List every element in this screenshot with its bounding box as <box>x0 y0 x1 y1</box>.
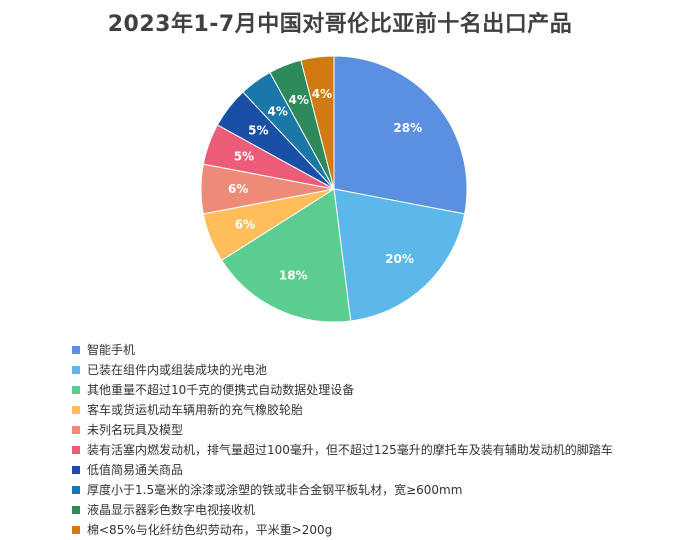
legend-item-8: 厚度小于1.5毫米的涂漆或涂塑的铁或非合金钢平板轧材，宽≥600mm <box>72 480 613 500</box>
legend-item-10: 棉<85%与化纤纺色织劳动布，平米重>200g <box>72 520 613 540</box>
legend-item-3: 其他重量不超过10千克的便携式自动数据处理设备 <box>72 380 613 400</box>
slice-label-7: 5% <box>248 123 268 137</box>
slice-label-6: 5% <box>234 150 254 164</box>
legend-swatch <box>72 506 80 514</box>
pie-slice-1 <box>333 55 468 215</box>
legend-label: 客车或货运机动车辆用新的充气橡胶轮胎 <box>87 403 304 417</box>
legend-label: 装有活塞内燃发动机，排气量超过100毫升，但不超过125毫升的摩托车及装有辅助发… <box>87 443 613 457</box>
pie-chart: 28%20%18%6%6%5%5%4%4% 4% <box>200 55 468 323</box>
slice-label-2: 20% <box>385 252 414 266</box>
legend-item-5: 未列名玩具及模型 <box>72 420 613 440</box>
legend-swatch <box>72 446 80 454</box>
legend-item-4: 客车或货运机动车辆用新的充气橡胶轮胎 <box>72 400 613 420</box>
slice-label-5: 6% <box>228 182 248 196</box>
pie-slice-2 <box>333 188 466 322</box>
legend-item-1: 智能手机 <box>72 340 613 360</box>
chart-legend: 智能手机已装在组件内或组装成块的光电池其他重量不超过10千克的便携式自动数据处理… <box>72 340 613 540</box>
chart-title: 2023年1-7月中国对哥伦比亚前十名出口产品 <box>107 12 573 37</box>
legend-label: 其他重量不超过10千克的便携式自动数据处理设备 <box>87 383 355 397</box>
slice-label-3: 18% <box>279 269 308 283</box>
pie-slice-10 <box>300 55 335 190</box>
pie-slice-3 <box>221 188 352 323</box>
legend-label: 厚度小于1.5毫米的涂漆或涂塑的铁或非合金钢平板轧材，宽≥600mm <box>87 483 463 497</box>
legend-swatch <box>72 466 80 474</box>
slice-label-1: 28% <box>393 121 422 135</box>
legend-swatch <box>72 346 80 354</box>
legend-swatch <box>72 426 80 434</box>
legend-item-2: 已装在组件内或组装成块的光电池 <box>72 360 613 380</box>
legend-label: 未列名玩具及模型 <box>87 423 184 437</box>
legend-item-9: 液晶显示器彩色数字电视接收机 <box>72 500 613 520</box>
slice-label-10: 4% <box>312 87 332 101</box>
legend-item-6: 装有活塞内燃发动机，排气量超过100毫升，但不超过125毫升的摩托车及装有辅助发… <box>72 440 613 460</box>
legend-label: 已装在组件内或组装成块的光电池 <box>87 363 268 377</box>
legend-swatch <box>72 386 80 394</box>
slice-label-9: 4% <box>289 93 309 107</box>
legend-swatch <box>72 366 80 374</box>
legend-label: 液晶显示器彩色数字电视接收机 <box>87 503 256 517</box>
slice-label-4: 6% <box>235 217 255 231</box>
legend-label: 棉<85%与化纤纺色织劳动布，平米重>200g <box>87 523 333 537</box>
legend-label: 低值简易通关商品 <box>87 463 184 477</box>
legend-label: 智能手机 <box>87 343 136 357</box>
legend-swatch <box>72 486 80 494</box>
legend-swatch <box>72 406 80 414</box>
slice-label-8: 4% <box>268 105 288 119</box>
legend-swatch <box>72 526 80 534</box>
legend-item-7: 低值简易通关商品 <box>72 460 613 480</box>
